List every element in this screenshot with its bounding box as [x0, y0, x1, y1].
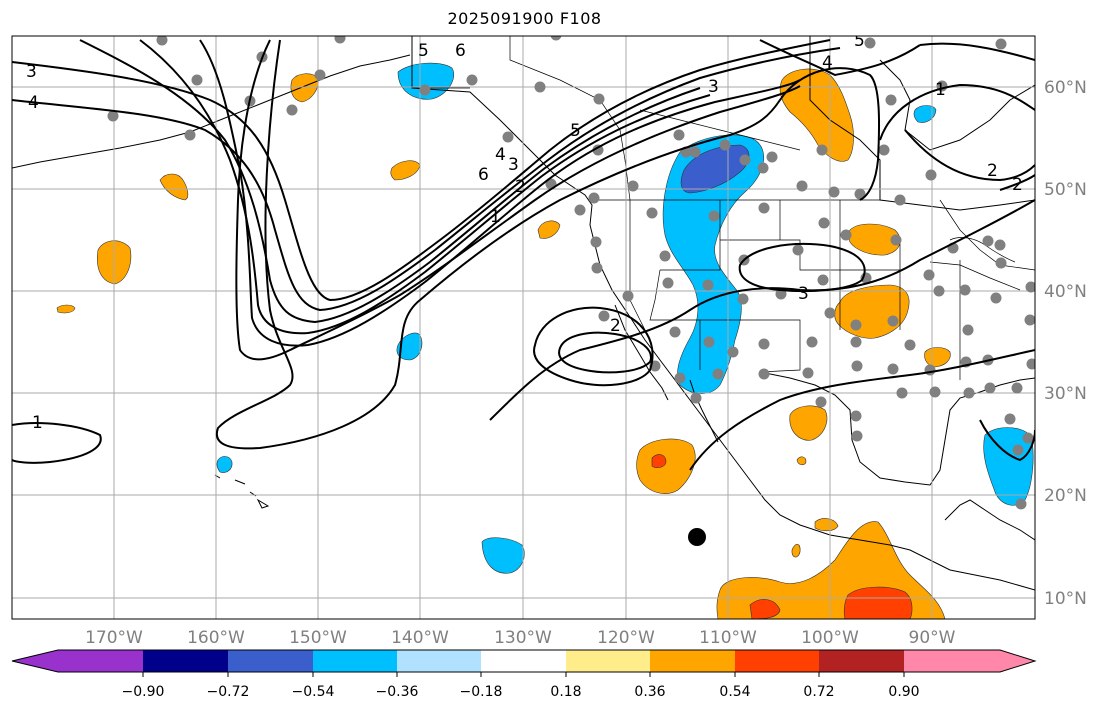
- map-title: 2025091900 F108: [447, 9, 602, 28]
- positive-anomaly-plains: [834, 284, 910, 339]
- positive-anomaly-pacific-a: [390, 160, 421, 181]
- positive-anomaly-alaska: [290, 73, 319, 103]
- hawaii-islands: [214, 474, 270, 509]
- svg-text:2: 2: [515, 177, 526, 197]
- cb-tick-label: 0.36: [634, 684, 665, 700]
- svg-text:4: 4: [495, 145, 506, 165]
- colorbar-segment: [143, 650, 228, 672]
- positive-anomaly-gulf: [924, 347, 951, 368]
- cb-tick-label: −0.18: [460, 684, 503, 700]
- lon-label: 140°W: [391, 628, 449, 648]
- cb-tick-label: −0.72: [207, 684, 250, 700]
- negative-anomaly-hawaii: [216, 456, 233, 473]
- lon-label: 90°W: [909, 628, 956, 648]
- lon-label: 110°W: [699, 628, 757, 648]
- lon-label: 170°W: [85, 628, 143, 648]
- colorbar-segment: [228, 650, 313, 672]
- svg-text:2: 2: [1012, 175, 1023, 195]
- map-frame: [11, 35, 1036, 620]
- lat-label: 40°N: [1044, 282, 1087, 302]
- svg-text:5: 5: [570, 121, 581, 141]
- svg-text:1: 1: [490, 207, 501, 227]
- negative-anomaly-rockies: [662, 134, 764, 394]
- colorbar-segment: [566, 650, 650, 672]
- lon-label: 160°W: [187, 628, 245, 648]
- svg-text:2: 2: [610, 316, 621, 336]
- colorbar: −0.90 −0.72 −0.54 −0.36 −0.18 0.18 0.36 …: [11, 649, 1037, 700]
- lat-label: 10°N: [1044, 589, 1087, 609]
- colorbar-outline: [11, 649, 1037, 673]
- lat-label: 60°N: [1044, 78, 1087, 98]
- colorbar-segment: [12, 650, 143, 672]
- svg-text:3: 3: [798, 284, 809, 304]
- cb-tick-label: 0.72: [803, 684, 834, 700]
- svg-text:2: 2: [987, 161, 998, 181]
- svg-text:5: 5: [854, 31, 865, 51]
- negative-anomaly-pacific-2: [481, 537, 525, 574]
- colorbar-ticks: [142, 672, 905, 677]
- positive-anomaly-baja: [636, 438, 696, 494]
- lon-label: 120°W: [597, 628, 655, 648]
- svg-text:1: 1: [32, 413, 43, 433]
- svg-text:5: 5: [418, 41, 429, 61]
- colorbar-segment: [313, 650, 397, 672]
- lat-label: 20°N: [1044, 486, 1087, 506]
- svg-text:3: 3: [508, 155, 519, 175]
- cb-tick-label: 0.54: [719, 684, 750, 700]
- longitude-axis: 170°W 160°W 150°W 140°W 130°W 120°W 110°…: [85, 628, 956, 648]
- contour-labels: 3 4 5 6 3 4 5 6 5 4 3 1 2 2 3 1 2 2 1: [26, 31, 1023, 433]
- colorbar-segment: [650, 650, 735, 672]
- svg-text:6: 6: [478, 165, 489, 185]
- cb-tick-label: 0.18: [550, 684, 581, 700]
- colorbar-tick-labels: −0.90 −0.72 −0.54 −0.36 −0.18 0.18 0.36 …: [122, 684, 920, 700]
- colorbar-segment: [735, 650, 819, 672]
- svg-text:1: 1: [935, 80, 946, 100]
- negative-anomaly-hudson: [913, 105, 937, 123]
- positive-anomaly-pacific-b: [159, 173, 189, 201]
- gridlines: [12, 36, 1035, 619]
- station-markers: [107, 36, 1035, 510]
- strong-negative-anomaly: [680, 144, 750, 194]
- cb-tick-label: −0.90: [122, 684, 165, 700]
- contour-lines: [12, 39, 1035, 471]
- svg-text:3: 3: [26, 62, 37, 82]
- svg-text:4: 4: [28, 93, 39, 113]
- colorbar-segment: [904, 650, 1035, 672]
- cb-tick-label: 0.90: [888, 684, 919, 700]
- negative-anomaly-pacific-1: [396, 332, 423, 361]
- latitude-axis: 60°N 50°N 40°N 30°N 20°N 10°N: [1044, 78, 1087, 609]
- lon-label: 100°W: [801, 628, 859, 648]
- lon-label: 150°W: [289, 628, 347, 648]
- svg-text:3: 3: [708, 77, 719, 97]
- cb-tick-label: −0.36: [376, 684, 419, 700]
- positive-anomaly-texas: [789, 405, 828, 441]
- colorbar-segment: [481, 650, 566, 672]
- storm-center-marker: [688, 528, 706, 546]
- colorbar-segment: [819, 650, 904, 672]
- cb-tick-label: −0.54: [292, 684, 335, 700]
- svg-text:4: 4: [822, 53, 833, 73]
- colorbar-segment: [397, 650, 481, 672]
- svg-text:6: 6: [455, 41, 466, 61]
- lon-label: 130°W: [494, 628, 552, 648]
- lat-label: 30°N: [1044, 384, 1087, 404]
- lat-label: 50°N: [1044, 180, 1087, 200]
